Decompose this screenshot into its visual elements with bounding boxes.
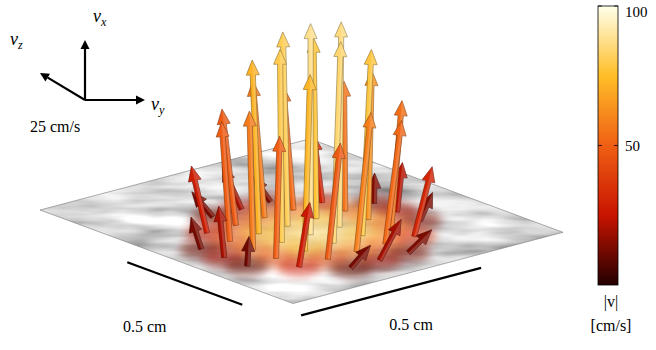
triad-arrowhead: [81, 40, 90, 49]
triad-axis: [48, 78, 85, 100]
triad-label: vz: [10, 29, 23, 52]
triad-axis: [84, 49, 86, 100]
triad-arrowhead: [136, 96, 145, 105]
scale-bars: 0.5 cm 0.5 cm: [123, 262, 481, 334]
vector-arrow: [243, 111, 256, 250]
colorbar-tick: [614, 6, 618, 7]
arrow-body: [354, 113, 376, 252]
colorbar-tick-label: 100: [625, 4, 648, 20]
arrow-body: [325, 143, 345, 260]
triad-symbol: v: [151, 94, 159, 114]
triad-axis: [85, 99, 136, 101]
colorbar: 50 100 |v| [cm/s]: [591, 4, 648, 334]
arrow-highlight: [380, 219, 402, 261]
colorbar-tick: [614, 145, 618, 146]
vector-arrow: [325, 143, 345, 260]
arrow-highlight: [408, 230, 431, 255]
arrow-body: [214, 206, 227, 257]
arrow-highlight: [357, 113, 376, 252]
plane-texture: [0, 0, 656, 350]
arrow-highlight: [351, 245, 371, 269]
arrow-body: [296, 202, 313, 267]
axis-triad: vxvyvz25 cm/s: [10, 6, 165, 135]
scale-bar-label: 0.5 cm: [123, 318, 167, 335]
arrow-body: [349, 245, 371, 269]
vector-arrow: [407, 230, 432, 255]
vector-arrow: [189, 217, 203, 250]
arrow-highlight: [247, 236, 254, 266]
arrow-highlight: [219, 206, 227, 257]
colorbar-label: [cm/s]: [591, 317, 632, 334]
vector-arrow: [412, 167, 435, 238]
vector-arrow: [296, 202, 313, 267]
arrow-highlight: [374, 173, 381, 203]
vector-arrow: [377, 219, 401, 261]
arrow-body: [242, 236, 255, 266]
triad-symbol: v: [10, 29, 18, 49]
arrow-body: [243, 111, 256, 250]
arrow-highlight: [344, 81, 351, 211]
vector-arrow: [214, 206, 227, 257]
arrow-highlight: [328, 143, 345, 260]
triad-subscript: z: [17, 38, 23, 52]
vector-arrow: [273, 136, 286, 258]
figure: vxvyvz25 cm/s0.5 cm0.5 cm50100|v|[cm/s]: [0, 0, 656, 350]
arrow-body: [412, 167, 435, 238]
vector-arrow: [354, 113, 376, 252]
colorbar-bar: [598, 6, 618, 285]
triad-reference: 25 cm/s: [30, 118, 80, 135]
colorbar-tick: [598, 145, 602, 146]
vectors: [189, 22, 435, 270]
arrow-body: [189, 217, 203, 250]
triad-symbol: v: [93, 6, 101, 26]
plane: [0, 0, 656, 350]
arrow-highlight: [191, 217, 204, 249]
triad-subscript: x: [100, 15, 107, 29]
triad-label: vx: [93, 6, 107, 29]
arrow-highlight: [299, 202, 314, 267]
colorbar-label: |v|: [604, 293, 618, 311]
arrow-highlight: [414, 167, 435, 238]
scale-bar: [127, 262, 242, 305]
arrow-body: [377, 219, 401, 261]
vector-arrow: [349, 245, 371, 269]
triad-subscript: y: [158, 103, 165, 117]
arrow-highlight: [311, 24, 318, 235]
arrow-body: [273, 136, 286, 258]
triad-arrowhead: [40, 73, 50, 82]
scale-bar-label: 0.5 cm: [389, 316, 433, 333]
vector-arrow: [242, 236, 255, 266]
arrow-highlight: [249, 111, 256, 250]
triad-label: vy: [151, 94, 165, 117]
plane-edge: [40, 139, 563, 304]
colorbar-tick-label: 50: [625, 138, 640, 154]
arrow-body: [407, 230, 432, 255]
arrow-highlight: [313, 37, 320, 218]
scale-bar: [301, 268, 481, 316]
arrow-highlight: [276, 136, 286, 258]
colorbar-tick: [598, 6, 602, 7]
